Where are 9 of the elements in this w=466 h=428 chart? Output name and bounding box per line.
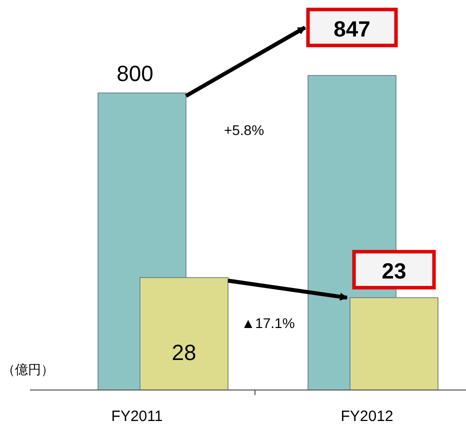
data-label: 23 bbox=[382, 258, 406, 284]
annotation: ▲17.1% bbox=[241, 315, 295, 331]
annotation: （億円） bbox=[2, 362, 54, 377]
annotation: +5.8% bbox=[224, 122, 264, 138]
x-tick-label: FY2011 bbox=[111, 408, 163, 425]
data-label: 847 bbox=[334, 16, 370, 42]
data-label: 28 bbox=[172, 340, 196, 365]
data-label: 800 bbox=[116, 60, 154, 86]
x-tick-label: FY2012 bbox=[340, 408, 394, 425]
